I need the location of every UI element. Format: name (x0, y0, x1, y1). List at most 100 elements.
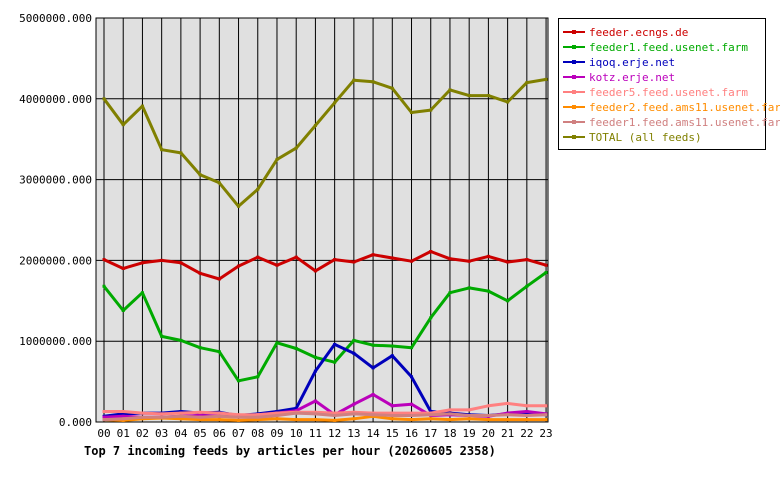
data-point (140, 291, 144, 295)
data-point (179, 338, 183, 342)
data-point (102, 284, 106, 288)
data-point (429, 413, 433, 417)
series-lines (102, 77, 548, 422)
data-point (429, 409, 433, 413)
data-point (333, 418, 337, 422)
data-point (544, 271, 548, 275)
data-point (275, 341, 279, 345)
x-tick-label: 06 (213, 427, 226, 440)
x-tick-label: 10 (290, 427, 303, 440)
data-point (121, 414, 125, 418)
x-tick-label: 21 (501, 427, 514, 440)
x-tick-label: 23 (539, 427, 552, 440)
data-point (160, 415, 164, 419)
data-point (429, 316, 433, 320)
data-point (237, 264, 241, 268)
data-point (506, 413, 510, 417)
data-point (217, 277, 221, 281)
data-point (486, 414, 490, 418)
series-line (103, 250, 547, 281)
data-point (333, 360, 337, 364)
data-point (525, 418, 529, 422)
legend-label: feeder.ecngs.de (589, 25, 689, 39)
data-point (256, 418, 260, 422)
x-tick-label: 01 (117, 427, 130, 440)
legend-swatch (563, 60, 585, 64)
data-point (429, 108, 433, 112)
data-point (102, 409, 106, 413)
data-point (294, 418, 298, 422)
data-point (448, 412, 452, 416)
data-point (121, 409, 125, 413)
data-point (506, 411, 510, 415)
data-point (506, 299, 510, 303)
data-point (198, 271, 202, 275)
data-point (467, 94, 471, 98)
data-point (275, 409, 279, 413)
data-point (102, 97, 106, 101)
data-point (275, 414, 279, 418)
data-point (333, 258, 337, 262)
series-line (103, 414, 547, 422)
legend-item: feeder.ecngs.de (563, 25, 688, 39)
data-point (467, 417, 471, 421)
data-point (294, 411, 298, 415)
data-point (448, 408, 452, 412)
data-point (429, 417, 433, 421)
data-point (352, 260, 356, 264)
x-tick-label: 03 (155, 427, 168, 440)
legend-label: feeder5.feed.usenet.farm (589, 85, 748, 99)
x-axis-ticks: 00 01 02 03 04 05 06 07 08 09 10 11 12 13 14 15 16 17 18 19… (97, 427, 552, 440)
data-point (121, 308, 125, 312)
y-tick-label: 3000000.000 (19, 174, 92, 187)
data-point (333, 414, 337, 418)
data-point (217, 411, 221, 415)
data-point (256, 415, 260, 419)
data-point (102, 418, 106, 422)
legend-item: feeder5.feed.usenet.farm (563, 85, 748, 99)
data-point (371, 253, 375, 257)
data-point (390, 344, 394, 348)
legend-label: TOTAL (all feeds) (589, 130, 702, 144)
data-point (525, 411, 529, 415)
data-point (294, 406, 298, 410)
data-point (275, 411, 279, 415)
data-point (237, 204, 241, 208)
data-point (410, 402, 414, 406)
data-point (160, 334, 164, 338)
data-point (313, 410, 317, 414)
data-point (525, 258, 529, 262)
x-tick-label: 19 (463, 427, 476, 440)
data-point (256, 413, 260, 417)
series-total-all-feeds- (102, 77, 548, 208)
legend: feeder.ecngs.de feeder1.feed.usenet.farm i… (558, 18, 780, 150)
x-tick-label: 13 (347, 427, 360, 440)
data-point (544, 418, 548, 422)
legend-item: iqoq.erje.net (563, 55, 675, 69)
data-point (256, 255, 260, 259)
data-point (544, 404, 548, 408)
legend-swatch (563, 120, 585, 124)
y-tick-label: 1000000.000 (19, 335, 92, 348)
chart-title: Top 7 incoming feeds by articles per hou… (84, 444, 496, 458)
data-point (352, 410, 356, 414)
data-point (410, 375, 414, 379)
data-point (294, 255, 298, 259)
x-tick-label: 15 (386, 427, 399, 440)
x-tick-label: 04 (174, 427, 188, 440)
data-point (121, 418, 125, 422)
data-point (525, 404, 529, 408)
grid-lines (96, 17, 548, 423)
data-point (179, 414, 183, 418)
data-point (313, 399, 317, 403)
data-point (390, 417, 394, 421)
data-point (313, 369, 317, 373)
data-point (544, 263, 548, 267)
series-feeder-ecngs-de (102, 250, 548, 281)
x-tick-label: 08 (251, 427, 264, 440)
data-point (506, 418, 510, 422)
data-point (294, 409, 298, 413)
data-point (525, 81, 529, 85)
data-point (371, 80, 375, 84)
data-point (429, 250, 433, 254)
